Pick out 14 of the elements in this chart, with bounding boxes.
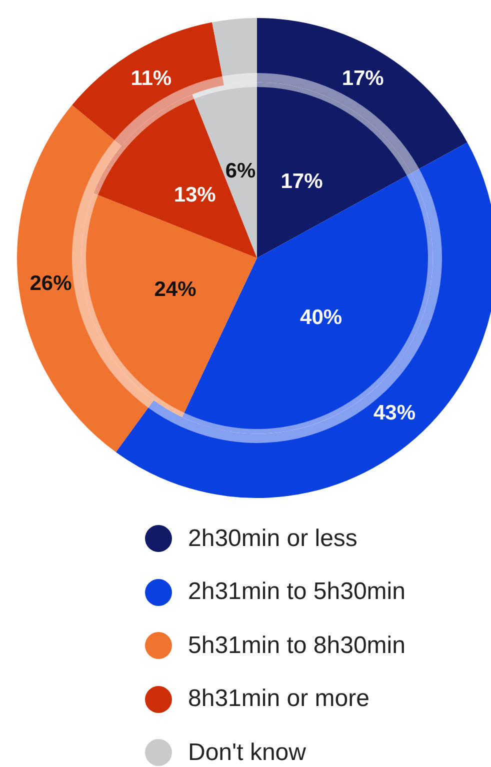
legend-label: 2h31min to 5h30min	[188, 578, 406, 606]
data-label: 13%	[174, 184, 216, 207]
legend-label: Don't know	[188, 738, 306, 767]
legend-label: 5h31min to 8h30min	[188, 632, 406, 660]
data-label: 17%	[342, 66, 384, 90]
data-label: 40%	[300, 306, 342, 329]
legend-label: 8h31min or more	[188, 685, 370, 714]
legend-label: 2h30min or less	[188, 524, 358, 553]
data-label: 17%	[280, 170, 324, 194]
data-label: 24%	[154, 278, 197, 302]
data-label: 11%	[130, 66, 172, 90]
data-label: 26%	[30, 272, 72, 295]
data-label: 6%	[225, 159, 256, 182]
data-label: 43%	[373, 402, 416, 425]
